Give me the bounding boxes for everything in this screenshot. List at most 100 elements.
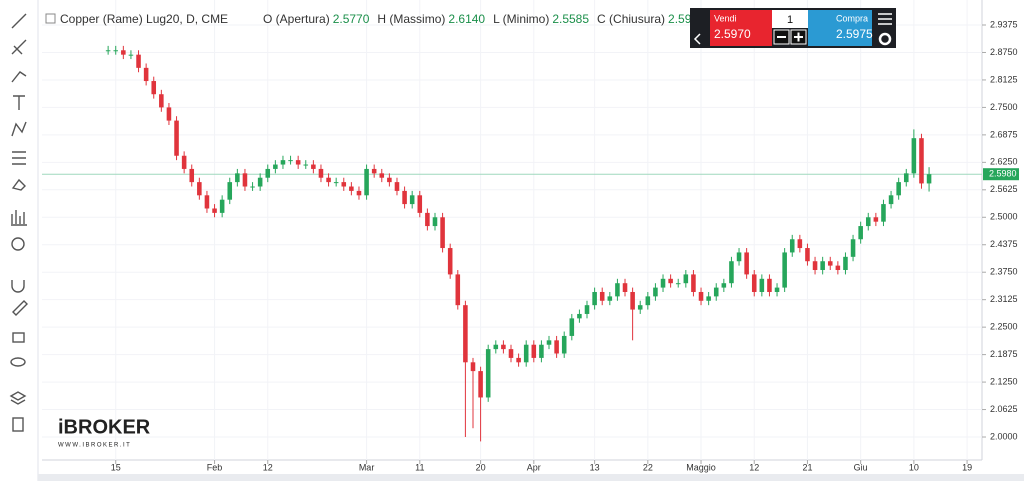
tool-trash[interactable] <box>12 417 24 432</box>
candle-body <box>896 182 901 196</box>
candle-body <box>235 173 240 183</box>
tool-line[interactable] <box>11 13 27 29</box>
tool-eye[interactable] <box>10 357 26 367</box>
candle-body <box>128 54 134 56</box>
tool-brush[interactable] <box>11 71 27 83</box>
candle-body <box>257 177 263 187</box>
tool-pattern[interactable] <box>11 121 27 137</box>
candle-body <box>531 344 537 358</box>
bottom-bar <box>38 474 1024 481</box>
x-tick-label: Maggio <box>686 462 716 472</box>
quantity: 1 <box>787 14 793 26</box>
candle-body <box>729 261 734 284</box>
candle-body <box>713 287 719 297</box>
ohlc-value: 2.5585 <box>552 12 589 26</box>
ohlc-label: C (Chiusura) <box>597 12 665 26</box>
candle-body <box>136 54 141 68</box>
tool-prediction[interactable] <box>12 151 26 165</box>
last-price-tag <box>983 168 1019 181</box>
candle-body <box>402 190 407 205</box>
candle-body <box>751 274 757 292</box>
candle-body <box>485 349 491 398</box>
panel-menu[interactable] <box>878 13 892 25</box>
tool-lock-draw[interactable] <box>12 300 28 316</box>
candle-body <box>295 160 301 165</box>
candle-body <box>774 287 780 292</box>
y-tick-label: 2.2500 <box>990 322 1018 332</box>
buy-label: Compra <box>836 13 868 23</box>
candle-body <box>311 164 316 169</box>
candle-body <box>288 160 293 162</box>
x-tick-label: 10 <box>909 462 919 472</box>
candle-body <box>554 340 559 354</box>
x-tick-label: 11 <box>415 462 424 472</box>
panel-settings[interactable] <box>878 32 892 46</box>
candle-body <box>698 291 704 301</box>
candle-body <box>805 248 810 262</box>
tool-text[interactable] <box>13 95 25 110</box>
brand-url: WWW.IBROKER.IT <box>58 443 131 449</box>
candle-body <box>409 195 415 205</box>
brand-logo: iBROKER <box>58 416 151 438</box>
candle-body <box>835 265 841 271</box>
candle-body <box>204 195 210 209</box>
candle-body <box>577 313 582 319</box>
candle-body <box>265 168 271 178</box>
candle-body <box>181 155 187 169</box>
candle-body <box>881 204 886 222</box>
candle-body <box>706 296 711 301</box>
buy-button[interactable] <box>808 10 872 46</box>
candle-body <box>432 217 438 227</box>
candle-body <box>371 168 377 174</box>
candle-body <box>584 305 590 314</box>
ohlc-label: O (Apertura) <box>263 12 330 26</box>
candle-body <box>501 344 506 350</box>
candle-body <box>903 173 909 183</box>
x-tick-label: Giu <box>854 462 868 472</box>
x-tick-label: 20 <box>476 462 486 472</box>
tool-measure[interactable] <box>11 210 27 226</box>
collapse-icon[interactable] <box>45 13 56 24</box>
y-tick-label: 2.5000 <box>990 212 1018 222</box>
candle-body <box>280 160 286 165</box>
y-tick-label: 2.8125 <box>990 74 1018 84</box>
candle-body <box>242 173 248 187</box>
panel-collapse[interactable] <box>693 33 701 45</box>
plus-icon <box>794 32 803 42</box>
candle-body <box>447 248 453 275</box>
quantity-input[interactable] <box>772 10 808 28</box>
y-tick-label: 2.3750 <box>990 267 1018 277</box>
ohlc-label: H (Massimo) <box>377 12 445 26</box>
x-tick-label: 13 <box>590 462 600 472</box>
candle-body <box>326 177 331 183</box>
tool-magnet[interactable] <box>11 280 25 293</box>
candle-body <box>744 252 749 275</box>
sell-button[interactable] <box>710 10 772 46</box>
tool-layers[interactable] <box>9 391 27 405</box>
trade-panel: Vendi 2.5970 1 Compra 2.5975 <box>690 8 896 48</box>
candle-body <box>926 174 932 184</box>
tool-hand[interactable] <box>11 178 26 191</box>
y-tick-label: 2.0000 <box>990 431 1018 441</box>
tool-zoom[interactable] <box>11 237 25 251</box>
candle-body <box>159 94 164 108</box>
candle-body <box>508 349 514 358</box>
candle-body <box>873 217 879 222</box>
candle-body <box>850 239 856 257</box>
tool-fib[interactable] <box>11 39 27 55</box>
ohlc-label: L (Minimo) <box>493 12 549 26</box>
y-tick-label: 2.6250 <box>990 157 1018 167</box>
x-tick-label: Mar <box>359 462 375 472</box>
x-tick-label: Apr <box>527 462 541 472</box>
tool-lock[interactable] <box>12 332 25 343</box>
candle-body <box>189 168 195 183</box>
candle-body <box>539 344 544 358</box>
candle-body <box>637 305 643 310</box>
candle-body <box>668 278 673 284</box>
ohlc-header: O (Apertura) 2.5770 H (Massimo) 2.6140 L (Mi… <box>263 12 705 26</box>
candle-body <box>493 344 499 350</box>
candle-body <box>622 283 628 292</box>
candle-body <box>615 283 620 297</box>
x-tick-label: 19 <box>962 462 972 472</box>
x-tick-label: 15 <box>111 462 121 472</box>
